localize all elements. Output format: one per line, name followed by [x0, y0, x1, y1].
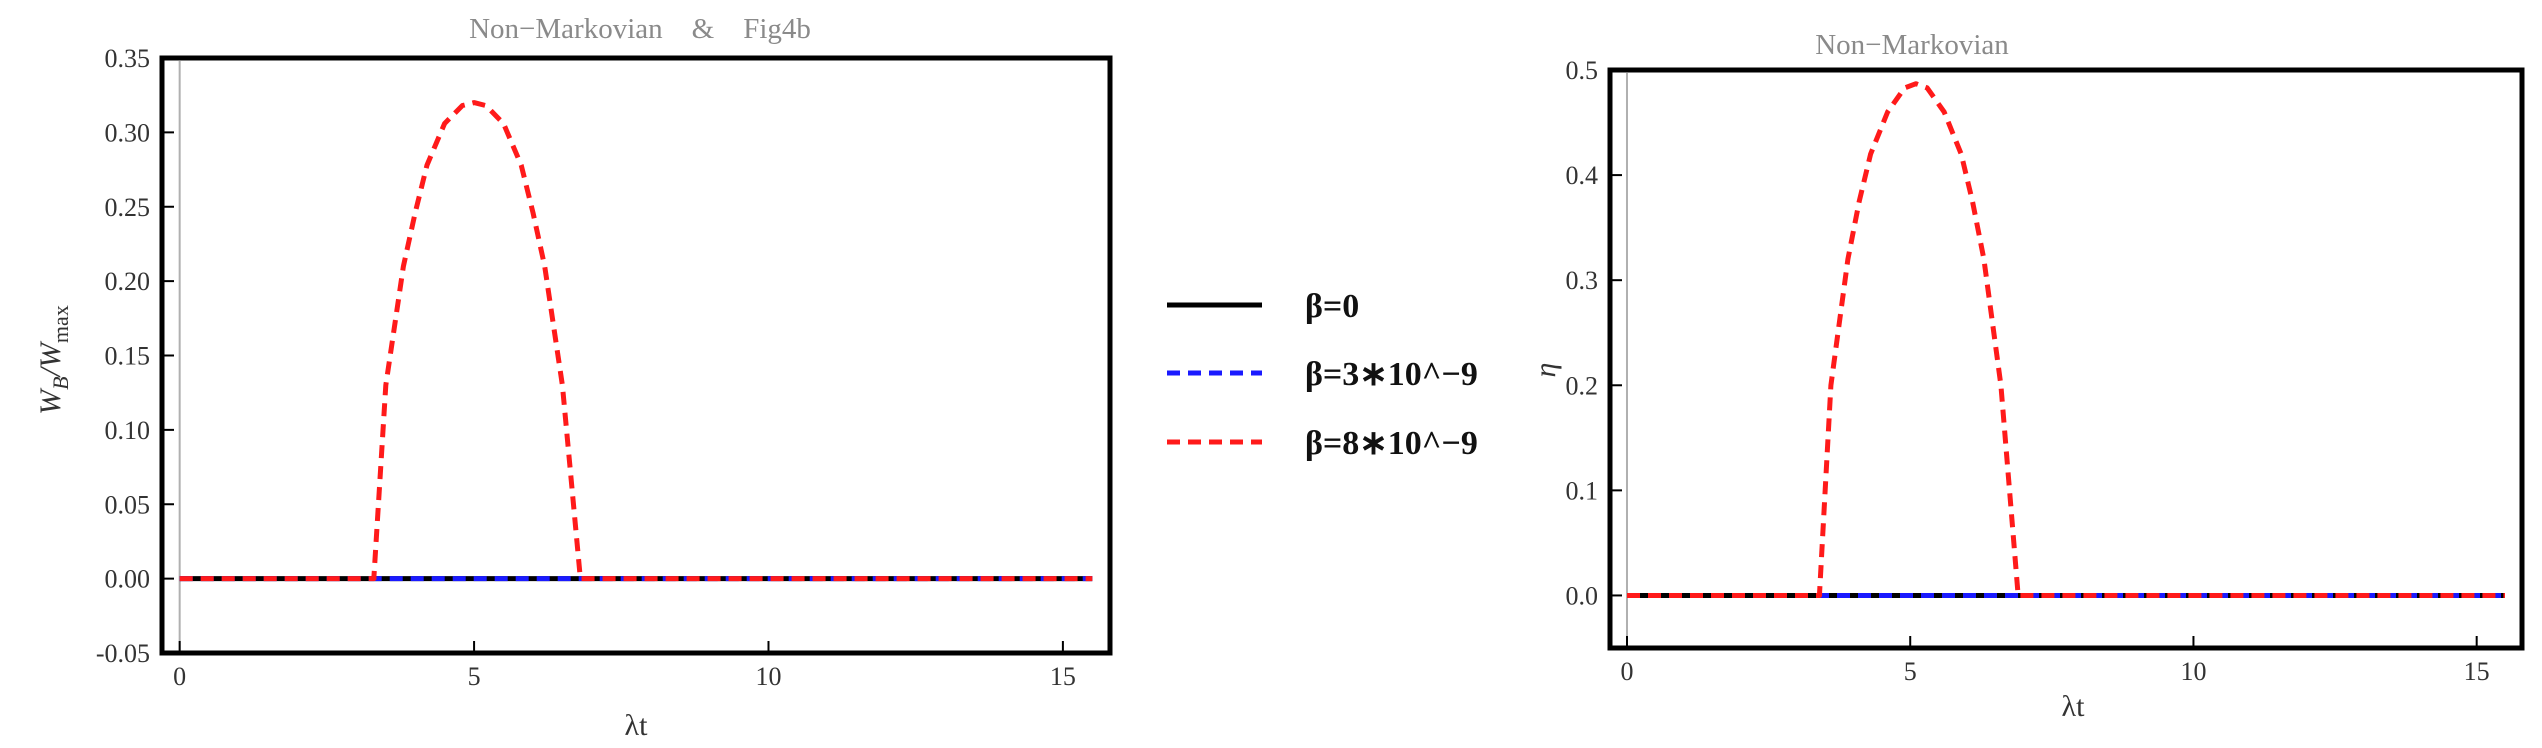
- y-tick-label: 0.0: [1566, 581, 1599, 610]
- legend-label-beta-8e-9: β=8∗10^−9: [1305, 425, 1478, 462]
- svg-text:WB/Wmax: WB/Wmax: [34, 305, 73, 415]
- chart-right-y-axis-label: η: [1529, 363, 1562, 378]
- y-tick-label: -0.05: [96, 639, 150, 668]
- chart-right: Non−Markovian 0 5 10 15 0.0 0.1 0.2 0.3 0.4 0.5 λ…: [1529, 29, 2525, 723]
- legend-label-beta-0: β=0: [1305, 288, 1359, 325]
- x-tick-label: 5: [1904, 657, 1917, 686]
- legend: β=0 β=3∗10^−9 β=8∗10^−9: [1167, 288, 1478, 462]
- y-tick-label: 0.1: [1566, 476, 1599, 505]
- y-tick-label: 0.2: [1566, 371, 1599, 400]
- x-tick-label: 10: [2180, 657, 2206, 686]
- chart-right-frame: [1607, 67, 2525, 651]
- y-tick-label: 0.05: [105, 490, 151, 519]
- chart-left: Non−Markovian & Fig4b 0 5 10 15 -0.05 0.00 0.0…: [34, 13, 1113, 742]
- y-tick-label: 0.30: [105, 118, 151, 147]
- y-tick-label: 0.35: [105, 44, 151, 73]
- chart-right-title: Non−Markovian: [1815, 29, 2009, 61]
- x-tick-label: 0: [173, 662, 186, 691]
- series-line-beta-8e-9: [1627, 81, 2505, 598]
- chart-right-plot-area: [1627, 81, 2505, 598]
- y-tick-label: 0.00: [105, 565, 151, 594]
- y-tick-label: 0.3: [1566, 266, 1599, 295]
- y-tick-label: 0.20: [105, 267, 151, 296]
- chart-left-plot-area: [179, 100, 1093, 582]
- legend-label-beta-3e-9: β=3∗10^−9: [1305, 356, 1478, 393]
- y-tick-label: 0.4: [1566, 161, 1599, 190]
- chart-left-ticks: 0 5 10 15 -0.05 0.00 0.05 0.10 0.15 0.20 0.25 0.30 0…: [96, 44, 1076, 691]
- series-line-beta-8e-9: [179, 100, 1093, 582]
- chart-left-y-axis-label: WB/Wmax: [34, 305, 73, 415]
- chart-left-title: Non−Markovian & Fig4b: [469, 13, 811, 45]
- chart-left-frame: [159, 55, 1113, 656]
- y-tick-label: 0.25: [105, 193, 151, 222]
- y-tick-label: 0.15: [105, 342, 151, 371]
- chart-right-ticks: 0 5 10 15 0.0 0.1 0.2 0.3 0.4 0.5: [1566, 56, 2490, 686]
- x-tick-label: 15: [1050, 662, 1076, 691]
- chart-right-x-axis-label: λt: [2062, 690, 2086, 723]
- x-tick-label: 10: [755, 662, 781, 691]
- y-tick-label: 0.5: [1566, 56, 1599, 85]
- x-tick-label: 5: [468, 662, 481, 691]
- x-tick-label: 15: [2464, 657, 2490, 686]
- y-tick-label: 0.10: [105, 416, 151, 445]
- chart-left-x-axis-label: λt: [625, 709, 649, 742]
- x-tick-label: 0: [1620, 657, 1633, 686]
